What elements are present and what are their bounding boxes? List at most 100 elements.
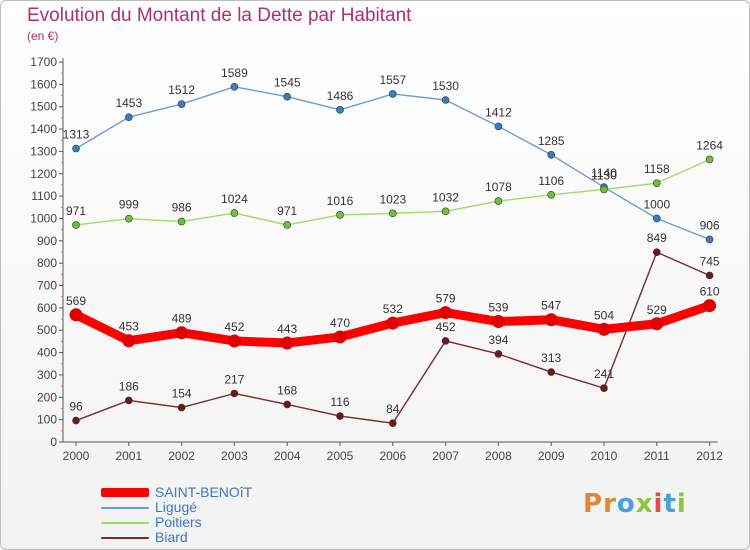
x-tick-label: 2009 [538,449,565,463]
data-point [705,271,714,280]
data-point [336,412,344,420]
logo-letter: r [603,489,617,519]
data-label: 1023 [379,192,406,206]
data-label: 84 [386,402,400,416]
data-label: 116 [330,395,349,409]
data-point [388,419,397,428]
chart-legend: SAINT-BENOîT Ligugé Poitiers Biard [101,485,252,545]
y-tick-label: 700 [37,279,57,293]
data-label: 1140 [591,166,617,180]
data-point [177,217,186,226]
legend-swatch [101,488,149,497]
data-point [491,315,505,329]
data-point [283,400,292,409]
data-label: 971 [66,204,86,218]
y-tick-label: 1300 [30,144,57,158]
data-point [333,330,347,344]
data-label: 906 [700,218,720,232]
data-point [388,90,397,98]
data-label: 1158 [644,162,670,176]
x-tick-label: 2002 [168,449,195,463]
x-tick-label: 2004 [274,449,301,463]
data-label: 579 [436,292,456,306]
data-label: 1285 [538,134,565,148]
data-label: 241 [594,367,614,381]
data-label: 539 [488,301,508,315]
data-label: 1024 [221,192,248,206]
chart-subtitle: (en €) [27,29,59,43]
data-point [125,396,133,405]
data-label: 1530 [432,79,459,93]
data-point [230,83,239,91]
data-point [703,299,717,313]
data-point [547,368,556,376]
data-label: 452 [224,320,244,334]
y-tick-label: 300 [37,368,57,382]
legend-label: Biard [155,529,188,545]
data-label: 1486 [327,89,354,103]
data-label: 1130 [591,168,617,182]
data-point [386,316,400,330]
data-label: 217 [224,372,244,386]
y-tick-label: 1500 [30,100,57,114]
x-tick-label: 2012 [696,449,723,463]
logo-letter: t [663,489,677,519]
x-tick-label: 2011 [644,449,670,463]
data-point [283,92,292,101]
data-point [494,350,503,358]
y-tick-label: 1600 [30,77,57,91]
x-tick-label: 2000 [63,449,90,463]
data-label: 1557 [379,73,406,87]
y-tick-label: 800 [37,256,57,270]
logo-letter: i [653,489,664,519]
data-point [125,214,133,223]
data-point [177,100,186,108]
x-tick-label: 2007 [432,449,459,463]
data-point [230,389,239,398]
y-tick-label: 500 [37,323,57,337]
y-tick-label: 0 [50,435,57,449]
data-point [283,221,292,229]
data-point [652,179,661,187]
data-label: 452 [436,320,456,334]
data-point [336,106,344,114]
data-label: 999 [119,198,139,212]
data-label: 96 [69,400,83,414]
data-label: 1032 [432,190,459,204]
x-tick-label: 2010 [591,449,618,463]
data-point [600,185,608,194]
data-label: 394 [488,333,508,347]
data-point [650,317,664,331]
data-point [705,235,714,244]
data-point [441,207,450,216]
data-point [72,144,80,153]
data-point [705,155,714,164]
data-label: 529 [647,303,667,317]
legend-item: Poitiers [101,515,252,530]
data-label: 489 [172,312,192,326]
logo-letter: o [616,489,636,519]
data-label: 168 [277,383,297,397]
data-point [547,150,556,159]
data-point [177,403,186,412]
data-point [280,336,294,350]
data-label: 154 [172,387,192,401]
data-label: 313 [541,351,561,365]
data-point [122,334,136,348]
x-tick-label: 2008 [485,449,512,463]
data-label: 443 [277,322,297,336]
y-tick-label: 200 [37,390,57,404]
data-point [125,113,133,122]
data-point [597,322,611,336]
data-label: 504 [594,308,614,322]
legend-item: Ligugé [101,500,252,515]
data-label: 1545 [274,76,301,90]
data-point [652,214,661,223]
data-label: 532 [383,302,403,316]
data-point [600,384,608,392]
x-tick-label: 2006 [379,449,406,463]
data-point [230,209,239,217]
y-tick-label: 1400 [30,122,57,136]
data-point [441,96,450,104]
